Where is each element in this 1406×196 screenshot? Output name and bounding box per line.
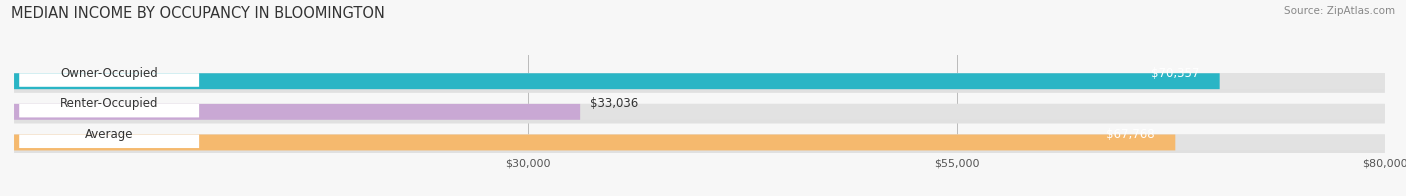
Text: Renter-Occupied: Renter-Occupied <box>60 97 159 110</box>
Text: $70,357: $70,357 <box>1150 67 1199 80</box>
FancyBboxPatch shape <box>14 104 1385 120</box>
FancyBboxPatch shape <box>14 134 1175 151</box>
FancyBboxPatch shape <box>14 134 1385 154</box>
FancyBboxPatch shape <box>20 73 200 87</box>
Text: Source: ZipAtlas.com: Source: ZipAtlas.com <box>1284 6 1395 16</box>
Text: Average: Average <box>84 128 134 141</box>
FancyBboxPatch shape <box>20 134 200 148</box>
FancyBboxPatch shape <box>14 73 1385 89</box>
FancyBboxPatch shape <box>14 134 1385 151</box>
Text: $67,768: $67,768 <box>1107 128 1154 141</box>
FancyBboxPatch shape <box>20 104 200 117</box>
Text: Owner-Occupied: Owner-Occupied <box>60 67 157 80</box>
Text: $33,036: $33,036 <box>591 97 638 110</box>
Text: MEDIAN INCOME BY OCCUPANCY IN BLOOMINGTON: MEDIAN INCOME BY OCCUPANCY IN BLOOMINGTO… <box>11 6 385 21</box>
FancyBboxPatch shape <box>14 73 1219 89</box>
FancyBboxPatch shape <box>14 104 581 120</box>
FancyBboxPatch shape <box>14 73 1385 93</box>
FancyBboxPatch shape <box>14 104 1385 123</box>
